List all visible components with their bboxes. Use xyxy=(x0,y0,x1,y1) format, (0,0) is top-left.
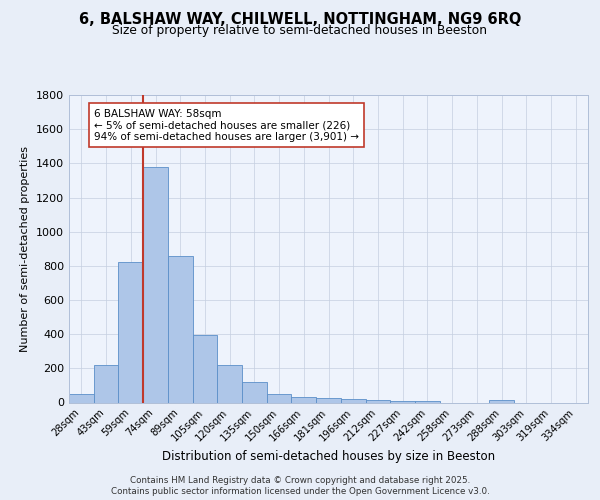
Bar xyxy=(415,401,440,402)
Text: Contains public sector information licensed under the Open Government Licence v3: Contains public sector information licen… xyxy=(110,487,490,496)
Bar xyxy=(118,262,143,402)
Text: Size of property relative to semi-detached houses in Beeston: Size of property relative to semi-detach… xyxy=(113,24,487,37)
Text: Contains HM Land Registry data © Crown copyright and database right 2025.: Contains HM Land Registry data © Crown c… xyxy=(130,476,470,485)
Bar xyxy=(69,394,94,402)
Bar xyxy=(168,256,193,402)
Bar xyxy=(242,382,267,402)
Bar xyxy=(390,401,415,402)
Bar xyxy=(143,167,168,402)
Bar xyxy=(217,365,242,403)
Text: 6, BALSHAW WAY, CHILWELL, NOTTINGHAM, NG9 6RQ: 6, BALSHAW WAY, CHILWELL, NOTTINGHAM, NG… xyxy=(79,12,521,28)
Bar xyxy=(292,396,316,402)
Bar xyxy=(316,398,341,402)
Text: 6 BALSHAW WAY: 58sqm
← 5% of semi-detached houses are smaller (226)
94% of semi-: 6 BALSHAW WAY: 58sqm ← 5% of semi-detach… xyxy=(94,108,359,142)
Bar xyxy=(341,400,365,402)
Bar xyxy=(489,400,514,402)
Bar xyxy=(267,394,292,402)
X-axis label: Distribution of semi-detached houses by size in Beeston: Distribution of semi-detached houses by … xyxy=(162,450,495,463)
Bar xyxy=(365,400,390,402)
Bar xyxy=(94,365,118,403)
Bar xyxy=(193,335,217,402)
Y-axis label: Number of semi-detached properties: Number of semi-detached properties xyxy=(20,146,31,352)
